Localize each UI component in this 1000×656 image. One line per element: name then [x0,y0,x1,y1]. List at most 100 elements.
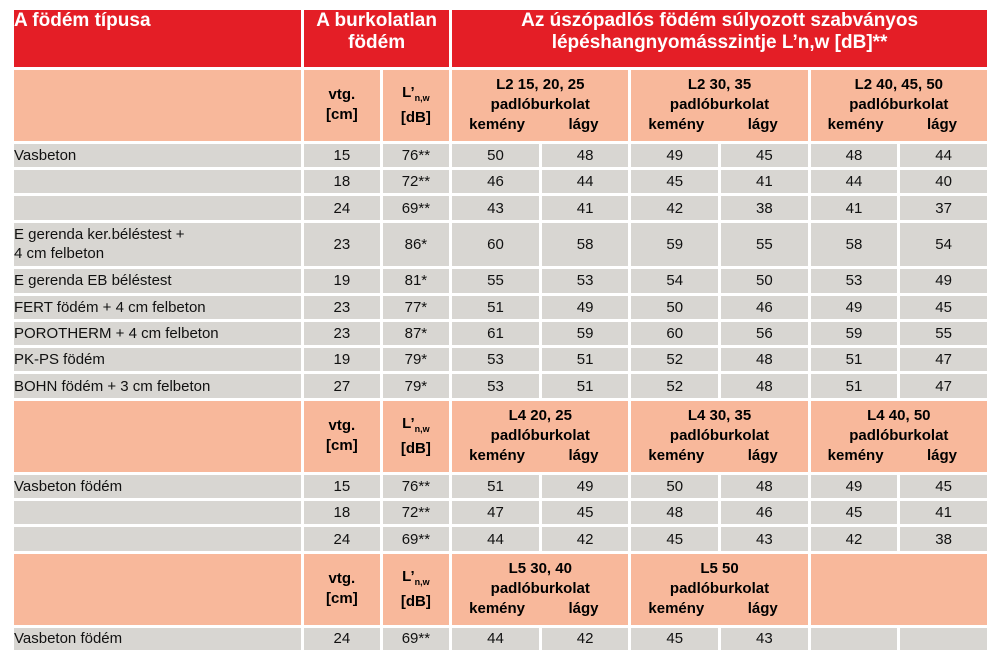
soft-value-cell: 45 [900,474,987,499]
covering-label: padlóburkolat [849,427,949,445]
soft-value-cell: 46 [721,295,808,319]
lnw-cell: 87* [382,321,450,346]
section-header-row: vtg. [cm] L’n,w [dB] L2 15, 20, 25 padlóburko… [14,69,987,141]
floor-type-text: PK-PS födém [14,351,105,369]
hard-soft-labels: kemény lágy [811,446,987,466]
soft-value-cell: 51 [541,348,629,372]
soft-value-cell: 49 [541,295,629,319]
hard-value-cell: 51 [810,374,898,398]
soft-value-cell [900,627,987,650]
hard-label: kemény [648,116,705,134]
hard-value-cell: 50 [631,295,719,319]
soft-value-cell: 48 [721,348,808,372]
floor-type-name: PK-PS födém [14,348,302,372]
hard-value-cell: 52 [631,348,719,372]
soft-label: lágy [747,600,778,618]
hard-label: kemény [469,447,526,465]
covering-class-label: L2 30, 35 [687,76,752,94]
soft-value-cell: 46 [721,501,808,525]
soft-value-cell: 41 [721,170,808,194]
table-row: E gerenda EB béléstest 19 81* 55 53 54 50 53 49 [14,269,987,293]
hard-label: kemény [469,116,526,134]
hard-value-cell: 60 [452,222,539,267]
floor-type-name: E gerenda ker.béléstest +4 cm felbeton [14,222,302,267]
thickness-cell: 24 [304,627,380,650]
floor-type-name: Vasbeton [14,143,302,168]
lnw-cell: 77* [382,295,450,319]
hard-value-cell: 59 [810,321,898,346]
hard-value-cell: 53 [452,374,539,398]
soft-value-cell: 38 [900,527,987,551]
hard-value-cell: 45 [631,170,719,194]
soft-value-cell: 42 [541,527,629,551]
soft-value-cell: 45 [541,501,629,525]
soft-value-cell: 48 [721,474,808,499]
hard-value-cell: 44 [452,527,539,551]
covering-group-header: L2 40, 45, 50 padlóburkolat kemény lágy [810,69,987,141]
hard-value-cell: 49 [810,295,898,319]
floor-sound-table: A födém típusa A burkolatlan födém Az úsz… [11,7,990,653]
soft-value-cell: 54 [900,222,987,267]
vtg-header: vtg. [cm] [304,69,380,141]
floor-type-text: Vasbeton [14,146,77,164]
soft-value-cell: 55 [721,222,808,267]
soft-value-cell: 37 [900,196,987,220]
hard-value-cell: 49 [631,143,719,168]
table-row: POROTHERM + 4 cm felbeton 23 87* 61 59 60 56 59… [14,321,987,346]
soft-label: lágy [747,447,778,465]
soft-value-cell: 40 [900,170,987,194]
hard-label: kemény [827,116,884,134]
soft-label: lágy [568,447,599,465]
hard-label: kemény [827,447,884,465]
floor-type-text: E gerenda ker.béléstest + [14,226,185,244]
lnw-cell: 86* [382,222,450,267]
hard-value-cell: 45 [631,627,719,650]
floor-type-name: E gerenda EB béléstest [14,269,302,293]
floor-type-text: E gerenda EB béléstest [14,272,172,290]
lnw-unit: [dB] [400,108,431,126]
soft-value-cell: 59 [541,321,629,346]
table-row: FERT födém + 4 cm felbeton 23 77* 51 49 50 46 4… [14,295,987,319]
floor-type-text-2: 4 cm felbeton [14,245,105,263]
soft-label: lágy [568,600,599,618]
table-row: 24 69** 43 41 42 38 41 37 [14,196,987,220]
soft-value-cell: 48 [541,143,629,168]
covering-group-header: L5 30, 40 padlóburkolat kemény lágy [452,553,629,625]
table-row: BOHN födém + 3 cm felbeton 27 79* 53 51 52 48 5… [14,374,987,398]
hard-value-cell: 41 [810,196,898,220]
hard-value-cell: 46 [452,170,539,194]
floor-type-name [14,196,302,220]
floor-type-name: BOHN födém + 3 cm felbeton [14,374,302,398]
soft-value-cell: 53 [541,269,629,293]
soft-label: lágy [747,116,778,134]
hard-value-cell: 45 [631,527,719,551]
lnw-subscript: n,w [414,423,430,434]
floor-type-text: POROTHERM + 4 cm felbeton [14,325,219,343]
section-header-row: vtg. [cm] L’n,w [dB] L4 20, 25 padlóburkolat k… [14,400,987,472]
hard-value-cell: 43 [452,196,539,220]
soft-value-cell: 58 [541,222,629,267]
hard-value-cell: 61 [452,321,539,346]
thickness-cell: 23 [304,295,380,319]
lnw-cell: 81* [382,269,450,293]
hard-value-cell: 44 [810,170,898,194]
covering-class-label: L5 50 [700,560,739,578]
soft-value-cell: 41 [541,196,629,220]
covering-label: padlóburkolat [669,427,770,445]
header-uncovered-floor: A burkolatlan födém [304,10,450,67]
vtg-unit: [cm] [326,437,358,455]
floor-type-name: POROTHERM + 4 cm felbeton [14,321,302,346]
thickness-cell: 23 [304,321,380,346]
hard-value-cell: 50 [631,474,719,499]
table-row: 18 72** 47 45 48 46 45 41 [14,501,987,525]
thickness-cell: 15 [304,474,380,499]
thickness-cell: 23 [304,222,380,267]
thickness-cell: 27 [304,374,380,398]
covering-class-label: L4 40, 50 [867,407,931,425]
vtg-label: vtg. [328,86,356,104]
soft-label: lágy [927,116,958,134]
table-row: PK-PS födém 19 79* 53 51 52 48 51 47 [14,348,987,372]
hard-value-cell: 49 [810,474,898,499]
covering-class-label: L4 30, 35 [687,407,752,425]
hard-soft-labels: kemény lágy [631,115,807,135]
